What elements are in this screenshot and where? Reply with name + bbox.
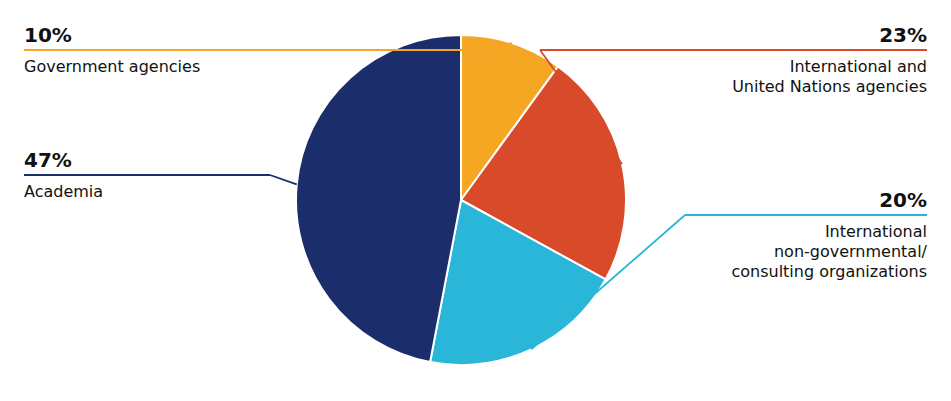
leader-line [540, 50, 622, 164]
leader-line [478, 43, 512, 50]
slice-label: Internationalnon-governmental/consulting… [731, 222, 927, 281]
leader-line [531, 215, 685, 349]
slice-label: Academia [24, 182, 103, 201]
data-label: 10% [24, 23, 72, 47]
slice-label: Government agencies [24, 57, 200, 76]
leader-line [270, 175, 297, 184]
pie-slice [296, 35, 461, 362]
leader-line [24, 174, 270, 176]
leader-line [540, 49, 927, 51]
data-label: 23% [879, 23, 927, 47]
leader-line [24, 49, 478, 51]
leader-line [685, 214, 927, 216]
slice-label: International andUnited Nations agencies [732, 57, 927, 96]
annotations: 10% Government agencies 23% International a… [24, 23, 928, 349]
pie [296, 35, 626, 365]
data-label: 20% [879, 188, 927, 212]
chart: 10% Government agencies 23% International a… [0, 0, 951, 401]
data-label: 47% [24, 148, 72, 172]
